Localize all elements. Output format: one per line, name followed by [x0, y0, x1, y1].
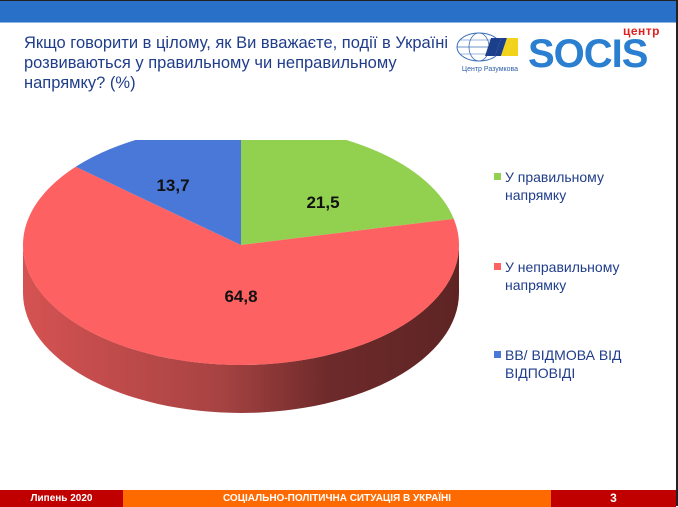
pie-slice-0	[241, 125, 454, 245]
legend-swatch-red	[494, 263, 501, 270]
slice-label-no-answer: 13,7	[156, 176, 190, 195]
slice-label-wrong: 64,8	[224, 287, 258, 306]
legend-label: ВВ/ ВІДМОВА ВІД ВІДПОВІДІ	[505, 347, 622, 381]
legend-label: У правильному напрямку	[505, 169, 604, 203]
footer-bar: Липень 2020 СОЦІАЛЬНО-ПОЛІТИЧНА СИТУАЦІЯ…	[0, 490, 676, 507]
chart-title: Якщо говорити в цілому, як Ви вважаєте, …	[24, 34, 449, 92]
header-divider	[0, 22, 676, 23]
slice-label-correct: 21,5	[306, 193, 340, 212]
pie-chart: 21,5 64,8 13,7	[0, 125, 480, 430]
socis-wordmark: SOCIS	[528, 32, 648, 76]
pie-side-wall	[23, 245, 459, 413]
page-number: 3	[551, 490, 676, 507]
globe-icon	[456, 32, 518, 62]
header-bar	[0, 1, 676, 22]
razumkov-logo: Центр Разумкова	[455, 30, 525, 78]
pie-chart-graphic	[22, 125, 459, 413]
legend-swatch-blue	[494, 351, 501, 358]
socis-prefix: центр	[622, 24, 660, 38]
footer-date: Липень 2020	[0, 490, 123, 507]
pie-slice-2	[75, 125, 242, 245]
pie-slice-1	[22, 166, 459, 366]
socis-logo: центр SOCIS	[528, 24, 668, 76]
razumkov-caption: Центр Разумкова	[461, 66, 519, 73]
footer-section-title: СОЦІАЛЬНО-ПОЛІТИЧНА СИТУАЦІЯ В УКРАЇНІ	[123, 490, 551, 507]
pie-slices	[22, 125, 459, 366]
legend-swatch-green	[494, 173, 501, 180]
legend-label: У неправильному напрямку	[505, 259, 620, 293]
